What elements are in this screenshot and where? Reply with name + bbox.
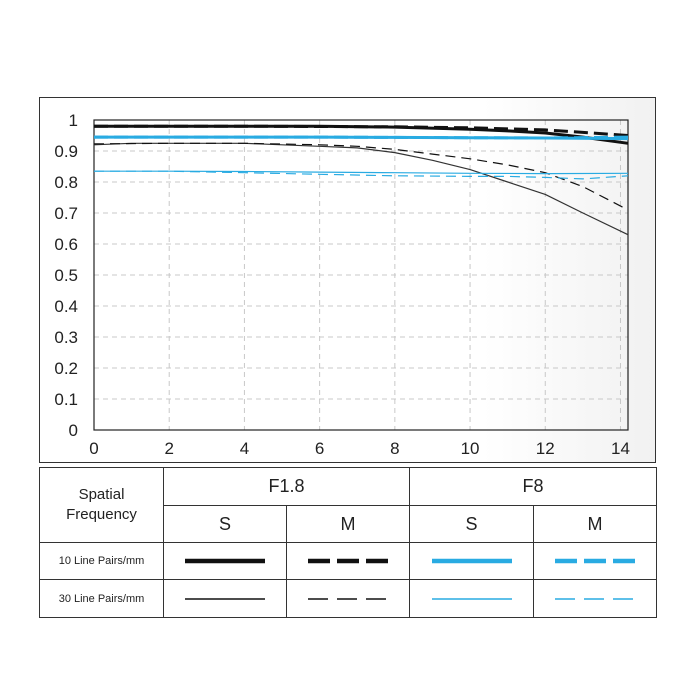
y-tick-label-7: 0.7: [54, 204, 78, 223]
legend-cell-f8-s-10: [409, 542, 534, 580]
series-line-f18-s-30lp: [93, 142, 629, 236]
x-tick-label-3: 6: [315, 439, 324, 458]
direction-header-f8-m: M: [532, 505, 658, 543]
legend-cell-f18-s-30: [163, 579, 287, 618]
spatial-frequency-label-line2: Frequency: [66, 506, 137, 523]
row-label-30lp: 30 Line Pairs/mm: [39, 579, 164, 618]
mtf-chart-svg: 0 2 4 6 8 10 12 14 0 0.1 0.2 0.3 0.4 0.5 0.6 0.7 0.8 0.9 1: [54, 111, 630, 458]
series-line-f8-m-10lp: [94, 135, 629, 140]
legend-cell-f8-s-30: [409, 579, 534, 618]
y-tick-label-3: 0.3: [54, 328, 78, 347]
y-tick-label-8: 0.8: [54, 173, 78, 192]
legend-sample-f8-s-10: [431, 558, 512, 564]
legend-sample-f8-s-30: [431, 597, 512, 600]
aperture-header-f18: F1.8: [163, 467, 410, 506]
spatial-frequency-label-line1: Spatial: [78, 486, 125, 503]
y-tick-label-6: 0.6: [54, 235, 78, 254]
x-tick-label-7: 14: [611, 439, 630, 458]
direction-header-f18-m: M: [286, 505, 410, 543]
legend-sample-f8-m-30: [555, 597, 635, 600]
legend-cell-f18-m-10: [286, 542, 410, 580]
y-tick-label-9: 0.9: [54, 142, 78, 161]
plot-frame: [93, 119, 629, 431]
x-tick-label-1: 2: [164, 439, 173, 458]
series-line-f18-m-30lp: [93, 142, 629, 211]
y-tick-label-4: 0.4: [54, 297, 78, 316]
direction-header-f18-s: S: [163, 505, 287, 543]
legend-sample-f18-s-30: [185, 597, 265, 600]
legend-table: Spatial Frequency F1.8 F8 S M S M 10 Lin…: [39, 467, 658, 618]
legend-sample-f18-m-30: [308, 597, 388, 600]
legend-cell-f18-s-10: [163, 542, 287, 580]
mtf-chart: 0 2 4 6 8 10 12 14 0 0.1 0.2 0.3 0.4 0.5 0.6 0.7 0.8 0.9 1: [39, 97, 656, 463]
y-tick-label-5: 0.5: [54, 266, 78, 285]
legend-sample-f8-m-10: [555, 558, 635, 564]
series-line-f8-m-30lp: [94, 170, 629, 180]
legend-cell-f8-m-10: [532, 542, 658, 580]
spatial-frequency-header: Spatial Frequency: [39, 467, 164, 543]
series-line-f18-m-10lp: [94, 124, 629, 137]
legend-sample-f18-m-10: [308, 558, 388, 564]
legend-sample-f18-s-10: [185, 558, 265, 564]
x-tick-label-4: 8: [390, 439, 399, 458]
legend-cell-f18-m-30: [286, 579, 410, 618]
y-tick-label-1: 0.1: [54, 390, 78, 409]
x-tick-label-6: 12: [536, 439, 555, 458]
x-tick-label-2: 4: [240, 439, 249, 458]
x-tick-label-0: 0: [89, 439, 98, 458]
aperture-header-f8: F8: [408, 467, 658, 506]
row-label-10lp: 10 Line Pairs/mm: [39, 542, 164, 580]
x-tick-label-5: 10: [461, 439, 480, 458]
legend-cell-f8-m-30: [532, 579, 658, 618]
y-tick-label-2: 0.2: [54, 359, 78, 378]
direction-header-f8-s: S: [409, 505, 534, 543]
y-tick-label-10: 1: [69, 111, 78, 130]
y-tick-label-0: 0: [69, 421, 78, 440]
